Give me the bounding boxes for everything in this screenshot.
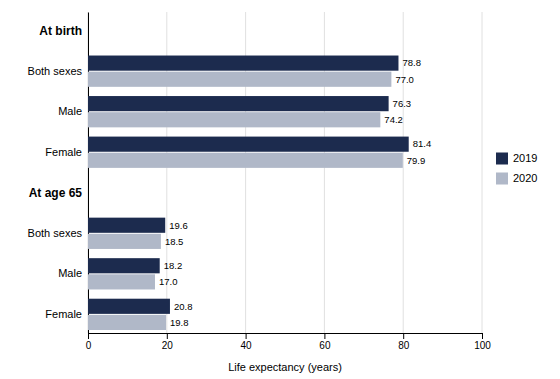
x-tick: 60 <box>319 333 331 351</box>
chart-svg: 020406080100Both sexesMaleFemaleBoth sex… <box>0 0 560 379</box>
y-tick-label: Both sexes <box>28 65 83 77</box>
grid <box>88 12 482 333</box>
x-tick: 80 <box>398 333 410 351</box>
section-header: At age 65 <box>29 186 83 200</box>
legend-swatch <box>496 153 508 165</box>
bar <box>88 96 389 111</box>
y-tick-label: Female <box>45 308 82 320</box>
x-tick-label: 100 <box>474 340 491 351</box>
y-tick: Female <box>45 308 88 320</box>
bar <box>88 218 165 233</box>
x-tick: 20 <box>162 333 174 351</box>
bar <box>88 315 166 330</box>
legend-swatch <box>496 173 508 185</box>
x-tick: 40 <box>241 333 253 351</box>
data-label: 74.2 <box>384 114 403 125</box>
bar <box>88 274 155 289</box>
data-label: 76.3 <box>393 98 412 109</box>
x-tick-label: 60 <box>319 340 331 351</box>
legend-label: 2020 <box>513 172 537 184</box>
x-axis: 0 20 40 60 80 100 <box>86 333 492 351</box>
data-label: 17.0 <box>159 276 178 287</box>
bars <box>88 56 409 330</box>
data-label: 78.8 <box>402 57 421 68</box>
plot-area: 020406080100Both sexesMaleFemaleBoth sex… <box>28 12 492 351</box>
data-label: 19.8 <box>170 317 189 328</box>
section-headers: At birth At age 65 <box>29 24 83 200</box>
x-axis-title: Life expectancy (years) <box>228 361 342 373</box>
data-label: 19.6 <box>169 220 188 231</box>
x-tick-mark <box>246 333 247 339</box>
data-label: 77.0 <box>395 74 414 85</box>
data-label: 18.2 <box>164 260 183 271</box>
data-label: 18.5 <box>165 236 184 247</box>
legend-item: 2019 <box>496 152 537 164</box>
data-label: 79.9 <box>407 155 426 166</box>
bar <box>88 112 380 127</box>
y-tick: Both sexes <box>28 65 88 77</box>
bar <box>88 234 161 249</box>
x-tick-label: 20 <box>162 340 174 351</box>
y-axis: Both sexes Male Female Both sexes Male Female <box>28 13 89 334</box>
section-header: At birth <box>39 24 82 38</box>
data-label: 81.4 <box>413 138 432 149</box>
y-tick: Female <box>45 146 88 158</box>
y-tick-label: Both sexes <box>28 227 83 239</box>
x-axis-line <box>89 334 483 340</box>
grid-line <box>482 12 483 333</box>
bar <box>88 56 398 71</box>
y-tick: Both sexes <box>28 227 88 239</box>
data-label: 20.8 <box>174 301 193 312</box>
y-tick-label: Male <box>58 267 82 279</box>
bar <box>88 258 160 273</box>
x-tick: 0 <box>86 333 92 351</box>
x-tick-label: 80 <box>398 340 410 351</box>
y-tick-label: Female <box>45 146 82 158</box>
x-tick-mark <box>88 333 89 339</box>
bar <box>88 137 409 152</box>
bar <box>88 299 170 314</box>
bar <box>88 153 403 168</box>
x-tick-mark <box>482 333 483 339</box>
x-tick: 100 <box>474 333 491 351</box>
x-tick-label: 0 <box>86 340 92 351</box>
chart-container: 020406080100Both sexesMaleFemaleBoth sex… <box>0 0 560 379</box>
y-tick: Male <box>58 267 88 279</box>
legend-label: 2019 <box>513 152 537 164</box>
y-tick-label: Male <box>58 105 82 117</box>
bar <box>88 72 391 87</box>
x-tick-mark <box>167 333 168 339</box>
data-labels: 78.8 76.3 81.4 19.6 18.2 20.8 77.0 74.2 79.9 18.5… <box>159 57 431 327</box>
legend-item: 2020 <box>496 172 537 184</box>
y-tick: Male <box>58 105 88 117</box>
x-tick-mark <box>324 333 325 339</box>
x-tick-mark <box>403 333 404 339</box>
x-tick-label: 40 <box>241 340 253 351</box>
legend: 2019 2020 <box>496 152 537 184</box>
